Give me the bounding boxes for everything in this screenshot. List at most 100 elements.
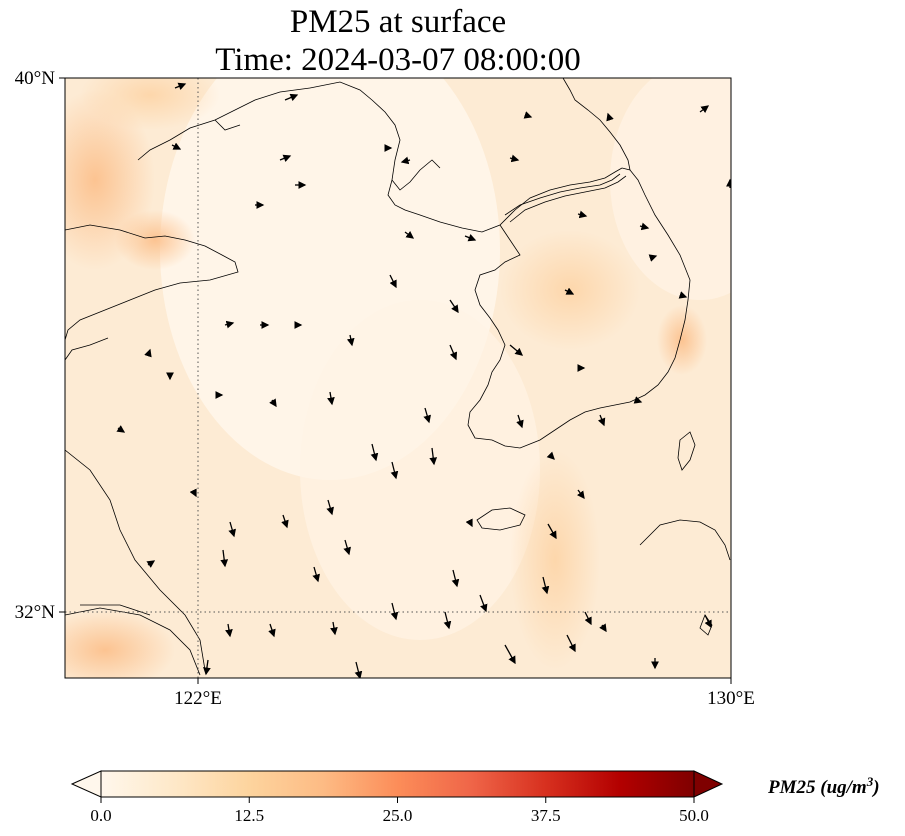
- colorbar-extend-max: [693, 770, 724, 798]
- colorbar-tick-label: 50.0: [679, 806, 709, 825]
- wind-arrow: [633, 396, 643, 404]
- wind-arrow: [203, 659, 211, 676]
- colorbar-body: [100, 770, 695, 798]
- colorbar-tick-label: 37.5: [531, 806, 561, 825]
- wind-arrow: [343, 539, 351, 556]
- field-clean-ne: [610, 78, 731, 300]
- wind-arrow: [678, 291, 688, 299]
- wind-arrow: [443, 611, 452, 630]
- wind-arrow: [171, 142, 182, 150]
- x-tick-label-122E: 122°E: [174, 688, 222, 709]
- wind-arrow: [546, 451, 555, 460]
- y-tick-label-40N: 40°N: [15, 68, 56, 89]
- colorbar-tick-label: 25.0: [383, 806, 413, 825]
- field-hot-bohai: [115, 210, 195, 270]
- y-tick-label-32N: 32°N: [15, 602, 56, 623]
- field-hot-sw: [65, 610, 175, 678]
- wind-arrow: [451, 569, 460, 588]
- map-field: [65, 78, 731, 678]
- wind-arrow: [479, 594, 488, 613]
- wind-arrow: [225, 623, 233, 638]
- coast-jeju: [476, 507, 526, 531]
- wind-arrow: [606, 112, 614, 122]
- wind-arrow: [327, 391, 335, 406]
- wind-vectors: [116, 82, 731, 678]
- coast-yangtze-2: [80, 604, 151, 616]
- coast-bay-detail: [214, 119, 241, 131]
- wind-arrow: [279, 154, 292, 163]
- wind-arrow: [516, 414, 524, 429]
- wind-arrow: [284, 93, 299, 102]
- wind-arrow: [704, 614, 712, 629]
- coast-kyushu: [639, 519, 731, 561]
- wind-arrow: [144, 348, 152, 358]
- colorbar: 0.0 12.5 25.0 37.5 50.0 PM25 (ug/m3): [70, 770, 880, 825]
- wind-arrow: [597, 414, 606, 427]
- wind-arrow: [389, 274, 397, 289]
- wind-arrow: [354, 661, 363, 678]
- coast-korea: [467, 167, 691, 449]
- wind-arrow: [312, 566, 320, 583]
- wind-arrow: [346, 334, 355, 347]
- wind-arrow: [390, 602, 399, 621]
- wind-arrow: [576, 489, 585, 500]
- wind-arrow: [449, 344, 458, 361]
- wind-arrow: [547, 523, 557, 540]
- wind-arrow: [220, 549, 229, 568]
- wind-arrow: [281, 514, 289, 529]
- wind-arrow: [648, 254, 658, 262]
- coast-shandong-west: [65, 337, 109, 361]
- coast-tsushima: [677, 431, 696, 471]
- field-hot-korea: [500, 230, 640, 350]
- wind-arrow: [449, 299, 459, 314]
- wind-arrow: [564, 287, 575, 295]
- wind-arrow: [584, 611, 592, 626]
- wind-arrow: [404, 230, 415, 239]
- wind-arrow: [423, 407, 431, 424]
- wind-arrow: [269, 398, 277, 408]
- wind-arrow: [390, 461, 399, 480]
- wind-arrow: [330, 621, 338, 636]
- wind-arrow: [228, 521, 236, 538]
- wind-arrow: [509, 154, 520, 163]
- wind-arrow: [509, 344, 523, 356]
- coast-dprk-east: [562, 78, 631, 171]
- chart-title: PM25 at surface: [290, 4, 506, 40]
- chart-subtitle-time: Time: 2024-03-07 08:00:00: [215, 42, 580, 78]
- colorbar-ticks: 0.0 12.5 25.0 37.5 50.0: [90, 797, 709, 825]
- field-hot-south: [510, 450, 600, 670]
- wind-arrow: [465, 518, 473, 528]
- border-2: [509, 175, 627, 223]
- colorbar-label: PM25 (ug/m3): [767, 774, 880, 798]
- wind-arrow: [699, 105, 710, 114]
- wind-arrow: [464, 233, 477, 242]
- wind-arrow: [599, 623, 607, 633]
- wind-arrow: [370, 443, 379, 462]
- wind-arrow: [523, 111, 533, 119]
- wind-arrow: [224, 320, 235, 329]
- field-clean-band-2: [300, 300, 540, 640]
- wind-arrow: [174, 82, 187, 91]
- coast-liaoning: [309, 81, 441, 191]
- colorbar-extend-min: [70, 770, 102, 798]
- map-frame: [64, 77, 732, 679]
- wind-arrow: [116, 425, 126, 433]
- coastlines: [65, 78, 731, 676]
- wind-arrow: [146, 560, 156, 568]
- border-1: [504, 173, 621, 216]
- wind-arrow: [268, 623, 276, 638]
- wind-arrow: [326, 499, 334, 516]
- colorbar-tick-label: 0.0: [90, 806, 111, 825]
- field-hot-east-coast: [657, 305, 707, 375]
- wind-arrow: [566, 634, 576, 653]
- coast-bohai-south: [65, 224, 239, 341]
- colorbar-tick-label: 12.5: [234, 806, 264, 825]
- wind-arrow: [504, 644, 516, 665]
- coast-yangtze: [65, 607, 201, 676]
- wind-arrow: [541, 576, 550, 595]
- wind-arrow: [400, 156, 411, 165]
- x-tick-label-130E: 130°E: [707, 688, 755, 709]
- wind-arrow: [639, 222, 650, 231]
- wind-arrow: [577, 210, 588, 219]
